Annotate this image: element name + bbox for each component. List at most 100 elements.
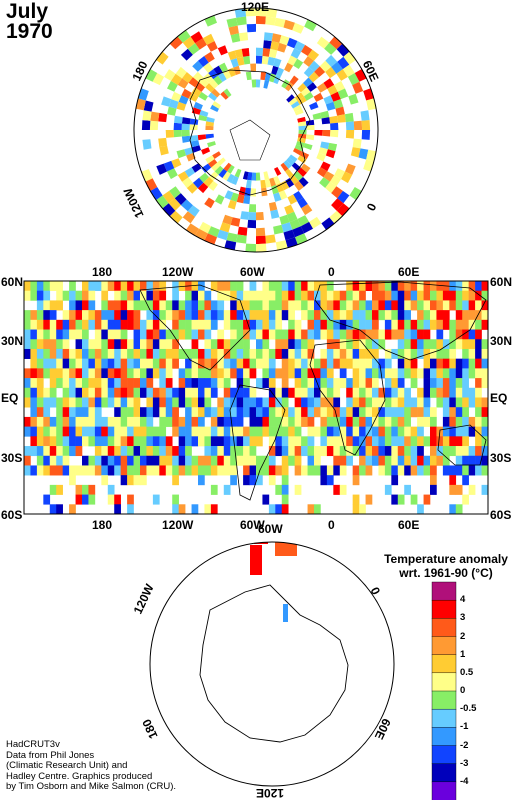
anomaly-cell — [133, 329, 141, 340]
anomaly-cell — [206, 116, 215, 123]
anomaly-cell — [391, 310, 399, 321]
anomaly-cell — [210, 436, 218, 447]
anomaly-cell — [349, 187, 362, 200]
anomaly-cell — [133, 436, 141, 447]
anomaly-cell — [133, 281, 141, 292]
anomaly-cell — [30, 387, 38, 398]
anomaly-cell — [24, 397, 31, 408]
anomaly-cell — [294, 446, 302, 457]
anomaly-cell — [49, 339, 57, 350]
anomaly-cell — [468, 387, 476, 398]
anomaly-cell — [152, 319, 160, 330]
anomaly-cell — [36, 300, 44, 311]
anomaly-cell — [260, 71, 267, 81]
anomaly-cell — [442, 446, 450, 457]
anomaly-cell — [249, 300, 257, 311]
anomaly-cell — [325, 181, 337, 194]
anomaly-cell — [273, 175, 281, 185]
anomaly-cell — [372, 281, 379, 292]
anomaly-cell — [417, 310, 424, 321]
anomaly-cell — [75, 397, 83, 408]
anomaly-cell — [273, 224, 284, 235]
anomaly-cell — [140, 387, 147, 398]
anomaly-cell — [330, 130, 339, 138]
anomaly-cell — [365, 407, 373, 418]
anomaly-cell — [330, 122, 339, 130]
anomaly-cell — [49, 329, 57, 340]
anomaly-cell — [314, 465, 321, 476]
anomaly-cell — [307, 368, 315, 379]
anomaly-cell — [127, 436, 134, 447]
anomaly-cell — [236, 234, 247, 244]
anomaly-cell — [49, 378, 57, 389]
anomaly-cell — [262, 494, 270, 505]
anomaly-cell — [198, 455, 205, 466]
anomaly-cell — [127, 378, 134, 389]
anomaly-cell — [88, 348, 96, 359]
anomaly-cell — [339, 319, 347, 330]
anomaly-cell — [320, 368, 328, 379]
anomaly-cell — [481, 281, 489, 292]
anomaly-cell — [352, 387, 360, 398]
anomaly-cell — [69, 407, 76, 418]
anomaly-cell — [75, 407, 83, 418]
anomaly-cell — [193, 101, 203, 110]
anomaly-cell — [133, 416, 141, 427]
anomaly-cell — [236, 319, 244, 330]
anomaly-cell — [346, 378, 353, 389]
anomaly-cell — [442, 319, 450, 330]
anomaly-cell — [436, 455, 444, 466]
anomaly-cell — [274, 17, 286, 28]
anomaly-cell — [94, 397, 102, 408]
anomaly-cell — [43, 416, 51, 427]
anomaly-cell — [256, 55, 263, 64]
anomaly-cell — [391, 319, 399, 330]
anomaly-cell — [288, 416, 295, 427]
anomaly-cell — [256, 436, 263, 447]
anomaly-cell — [236, 416, 244, 427]
anomaly-cell — [281, 504, 289, 515]
anomaly-cell — [210, 300, 218, 311]
anomaly-cell — [455, 319, 463, 330]
anomaly-cell — [404, 426, 411, 437]
anomaly-cell — [455, 339, 463, 350]
anomaly-cell — [24, 368, 31, 379]
south-america-outline — [229, 384, 286, 501]
anomaly-cell — [423, 319, 431, 330]
anomaly-cell — [133, 368, 141, 379]
anomaly-cell — [436, 348, 444, 359]
anomaly-cell — [82, 368, 89, 379]
anomaly-cell — [172, 426, 179, 437]
anomaly-cell — [210, 455, 218, 466]
anomaly-cell — [165, 387, 173, 398]
anomaly-cell — [378, 310, 386, 321]
anomaly-cell — [120, 339, 128, 350]
title-month: July — [6, 0, 49, 23]
lat-left-30n: 30N — [1, 334, 24, 348]
anomaly-cell — [326, 475, 334, 486]
anomaly-cell — [49, 484, 57, 495]
anomaly-cell — [24, 387, 31, 398]
anomaly-cell — [56, 348, 63, 359]
anomaly-cell — [300, 163, 311, 173]
anomaly-cell — [404, 339, 411, 350]
anomaly-cell — [475, 378, 482, 389]
anomaly-cell — [378, 416, 386, 427]
anomaly-cell — [455, 397, 463, 408]
anomaly-cell — [339, 368, 347, 379]
anomaly-cell — [198, 475, 205, 486]
anomaly-cell — [107, 319, 115, 330]
anomaly-cell — [449, 378, 457, 389]
legend-swatch — [431, 599, 457, 619]
anomaly-cell — [326, 339, 334, 350]
legend-label: -3 — [460, 757, 469, 769]
anomaly-cell — [301, 290, 308, 301]
anomaly-cell — [230, 368, 237, 379]
anomaly-cell — [417, 436, 424, 447]
anomaly-cell — [430, 407, 437, 418]
anomaly-cell — [481, 455, 489, 466]
anomaly-cell — [410, 358, 418, 369]
anomaly-cell — [230, 397, 237, 408]
anomaly-cell — [36, 339, 44, 350]
anomaly-cell — [442, 455, 450, 466]
